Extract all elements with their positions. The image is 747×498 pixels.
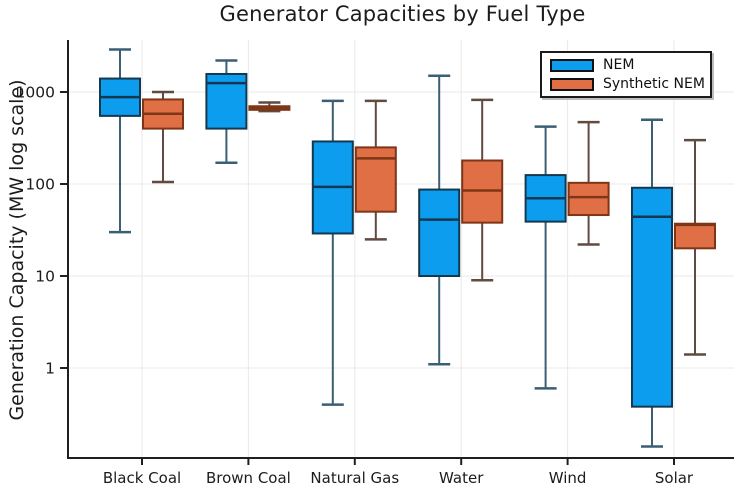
box-nem-wind [524, 125, 567, 390]
x-tick-label: Wind [549, 469, 587, 487]
chart-title: Generator Capacities by Fuel Type [219, 2, 586, 26]
y-tick-label: 10 [35, 268, 55, 286]
legend-item-nem: NEM [550, 58, 702, 73]
legend-item-synthetic-nem: Synthetic NEM [550, 76, 705, 92]
box-synthetic-nem-brown-coal [248, 101, 291, 113]
box-synthetic-nem-water [461, 98, 504, 282]
y-tick-label: 100 [25, 176, 55, 194]
box-nem-natural-gas [311, 99, 354, 406]
y-tick-label: 1 [45, 360, 55, 378]
box-synthetic-nem-black-coal [142, 90, 184, 184]
legend-swatch-nem [550, 58, 594, 72]
box-nem-water [418, 74, 461, 366]
legend: NEM Synthetic NEM [540, 51, 712, 98]
y-tick-label: 1000 [16, 84, 55, 102]
x-tick-label: Natural Gas [310, 469, 399, 487]
box-nem-brown-coal [205, 59, 248, 165]
box-nem-black-coal [99, 48, 141, 234]
legend-label-synthetic-nem: Synthetic NEM [603, 76, 705, 92]
box-synthetic-nem-wind [567, 120, 610, 246]
x-tick-label: Brown Coal [206, 469, 291, 487]
box-nem-solar [631, 118, 673, 448]
x-tick-label: Solar [655, 469, 694, 487]
x-tick-label: Black Coal [103, 469, 181, 487]
x-tick-label: Water [439, 469, 484, 487]
legend-label-nem: NEM [603, 57, 635, 73]
legend-swatch-synthetic-nem [550, 77, 594, 91]
box-synthetic-nem-natural-gas [354, 99, 397, 241]
box-synthetic-nem-solar [674, 138, 716, 356]
